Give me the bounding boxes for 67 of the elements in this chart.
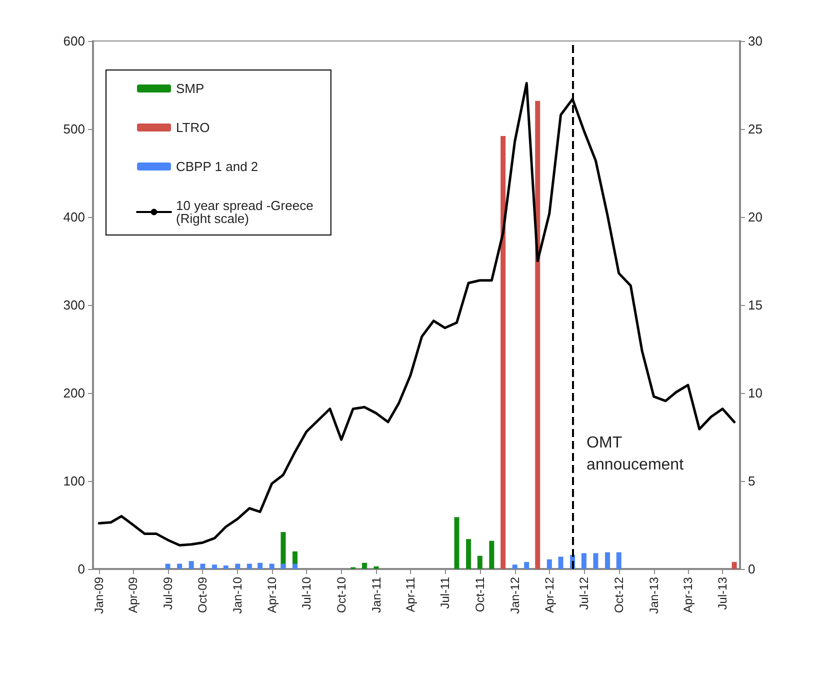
bar — [246, 564, 252, 569]
bar — [581, 553, 586, 569]
bar — [593, 553, 598, 569]
x-tick-label: Apr-10 — [264, 576, 279, 614]
bar — [200, 564, 206, 569]
bar — [454, 517, 460, 569]
y2-tick-label: 15 — [748, 298, 762, 312]
bar — [558, 556, 564, 569]
y-tick-label: 400 — [63, 210, 85, 224]
bar — [524, 562, 530, 569]
y-tick-label: 0 — [78, 562, 85, 576]
bar — [212, 564, 217, 569]
bar — [177, 564, 182, 569]
bar — [269, 564, 274, 569]
bar — [535, 100, 540, 569]
y2-tick-label: 5 — [748, 474, 756, 488]
x-tick-label: Jul-12 — [576, 576, 591, 610]
x-tick-label: Apr-09 — [126, 576, 140, 614]
x-tick-label: Jul-10 — [299, 576, 314, 610]
y2-tick-label: 25 — [748, 122, 762, 136]
legend-label: 10 year spread -Greece (Right scale) — [176, 198, 317, 226]
bar — [546, 559, 552, 569]
bar — [188, 561, 194, 569]
y2-tick-label: 20 — [748, 210, 762, 224]
x-tick-label: Oct-10 — [334, 576, 348, 614]
bar — [732, 562, 737, 569]
bar — [466, 539, 472, 569]
bar — [258, 562, 263, 569]
y-tick-label: 100 — [63, 474, 85, 488]
legend-label: LTRO — [176, 120, 210, 135]
x-tick-label: Jan-10 — [230, 576, 245, 614]
bar — [489, 540, 494, 569]
y-tick-label: 600 — [63, 34, 85, 48]
x-tick-label: Apr-13 — [680, 576, 695, 614]
bar — [165, 564, 170, 569]
bar — [362, 562, 367, 569]
y2-tick-label: 0 — [748, 562, 756, 576]
bar — [604, 552, 610, 569]
x-tick-label: Apr-12 — [542, 576, 556, 614]
x-tick-label: Oct-12 — [612, 576, 626, 614]
bar — [292, 564, 298, 569]
y2-tick-label: 30 — [748, 34, 762, 48]
x-tick-label: Jul-13 — [716, 576, 730, 610]
x-tick-label: Jul-11 — [438, 576, 452, 609]
x-tick-label: Apr-11 — [403, 576, 418, 612]
x-tick-label: Jul-09 — [160, 576, 175, 610]
x-tick-label: Oct-11 — [472, 576, 487, 612]
y-tick-label: 200 — [63, 386, 85, 400]
x-tick-label: Oct-09 — [196, 576, 210, 614]
bar — [374, 566, 379, 569]
bar — [280, 564, 286, 569]
bar — [235, 564, 240, 569]
x-tick-label: Jan-11 — [369, 576, 384, 613]
y-tick-label: 300 — [63, 298, 85, 312]
y2-tick-label: 10 — [748, 386, 762, 400]
x-tick-label: Jan-13 — [646, 576, 661, 614]
bar — [512, 564, 518, 569]
ref-line-label: OMT annoucement — [586, 434, 684, 474]
bar — [500, 136, 506, 569]
bar — [477, 556, 482, 569]
bar — [223, 565, 228, 569]
y-tick-label: 500 — [63, 122, 85, 136]
legend-label: SMP — [176, 81, 204, 96]
x-tick-label: Jan-12 — [508, 576, 522, 614]
x-tick-label: Jan-09 — [92, 576, 106, 614]
bar — [616, 552, 622, 569]
legend-label: CBPP 1 and 2 — [176, 159, 258, 174]
